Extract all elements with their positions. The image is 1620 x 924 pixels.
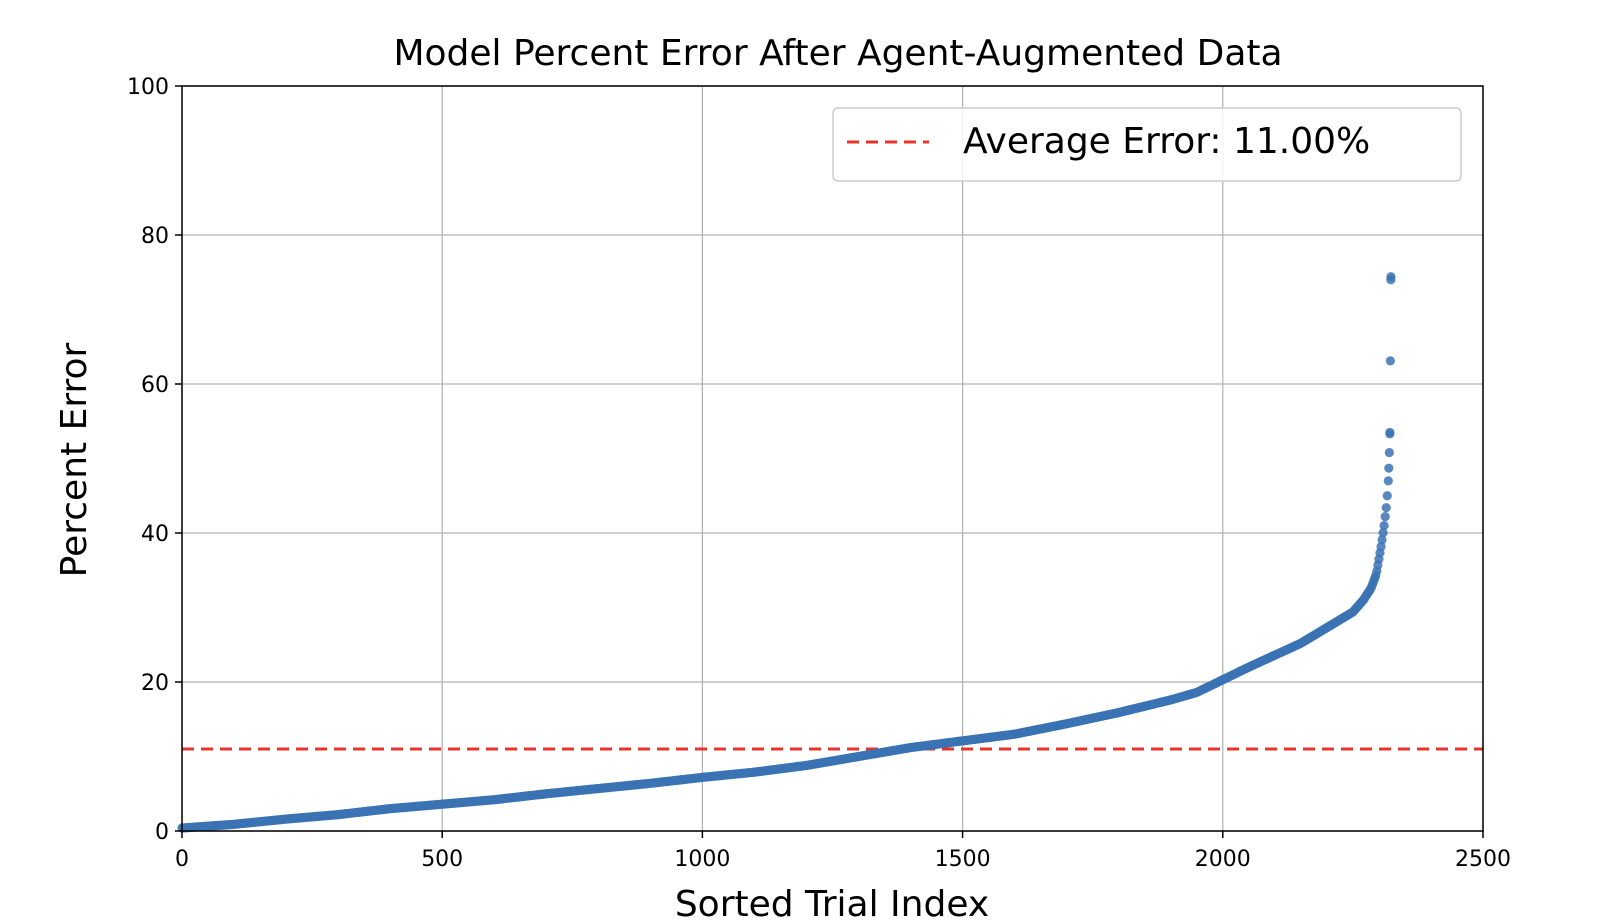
y-tick-label: 40 xyxy=(141,522,169,547)
x-tick-label: 0 xyxy=(175,847,189,872)
y-axis-title: Percent Error xyxy=(54,342,95,577)
x-tick-label: 500 xyxy=(421,847,463,872)
x-tick-label: 2500 xyxy=(1455,847,1511,872)
plot-frame xyxy=(181,85,1484,832)
legend-box xyxy=(832,107,1462,182)
scatter-point xyxy=(1378,528,1388,538)
scatter-point xyxy=(1379,520,1389,531)
scatter-point xyxy=(1381,503,1391,513)
x-tick-label: 2000 xyxy=(1195,847,1251,872)
y-tick-label: 100 xyxy=(127,75,169,100)
x-tick-label: 1000 xyxy=(674,847,730,872)
y-tick-label: 60 xyxy=(141,373,169,398)
scatter-points xyxy=(177,272,1396,833)
scatter-point-outlier xyxy=(1385,356,1395,366)
scatter-point xyxy=(1377,535,1387,545)
y-tick-label: 80 xyxy=(141,224,169,249)
x-axis-title: Sorted Trial Index xyxy=(675,884,989,924)
axis-ticks: 0 500 1000 1500 2000 2500 0 20 40 60 80 100 xyxy=(127,75,1511,872)
legend: Average Error: 11.00% xyxy=(832,107,1462,182)
scatter-point xyxy=(1382,491,1392,501)
scatter-point-outlier xyxy=(1384,463,1394,473)
y-tick-label: 20 xyxy=(141,671,169,696)
chart-title: Model Percent Error After Agent-Augmente… xyxy=(393,33,1282,74)
legend-label-average-error: Average Error: 11.00% xyxy=(963,121,1370,162)
y-tick-label: 0 xyxy=(155,820,169,845)
scatter-point xyxy=(1380,512,1390,522)
scatter-point-outlier xyxy=(1385,427,1395,438)
x-tick-label: 1500 xyxy=(935,847,991,872)
scatter-point-outlier xyxy=(1386,272,1396,282)
scatter-point xyxy=(1383,476,1393,486)
scatter-point-outlier xyxy=(1384,447,1394,458)
